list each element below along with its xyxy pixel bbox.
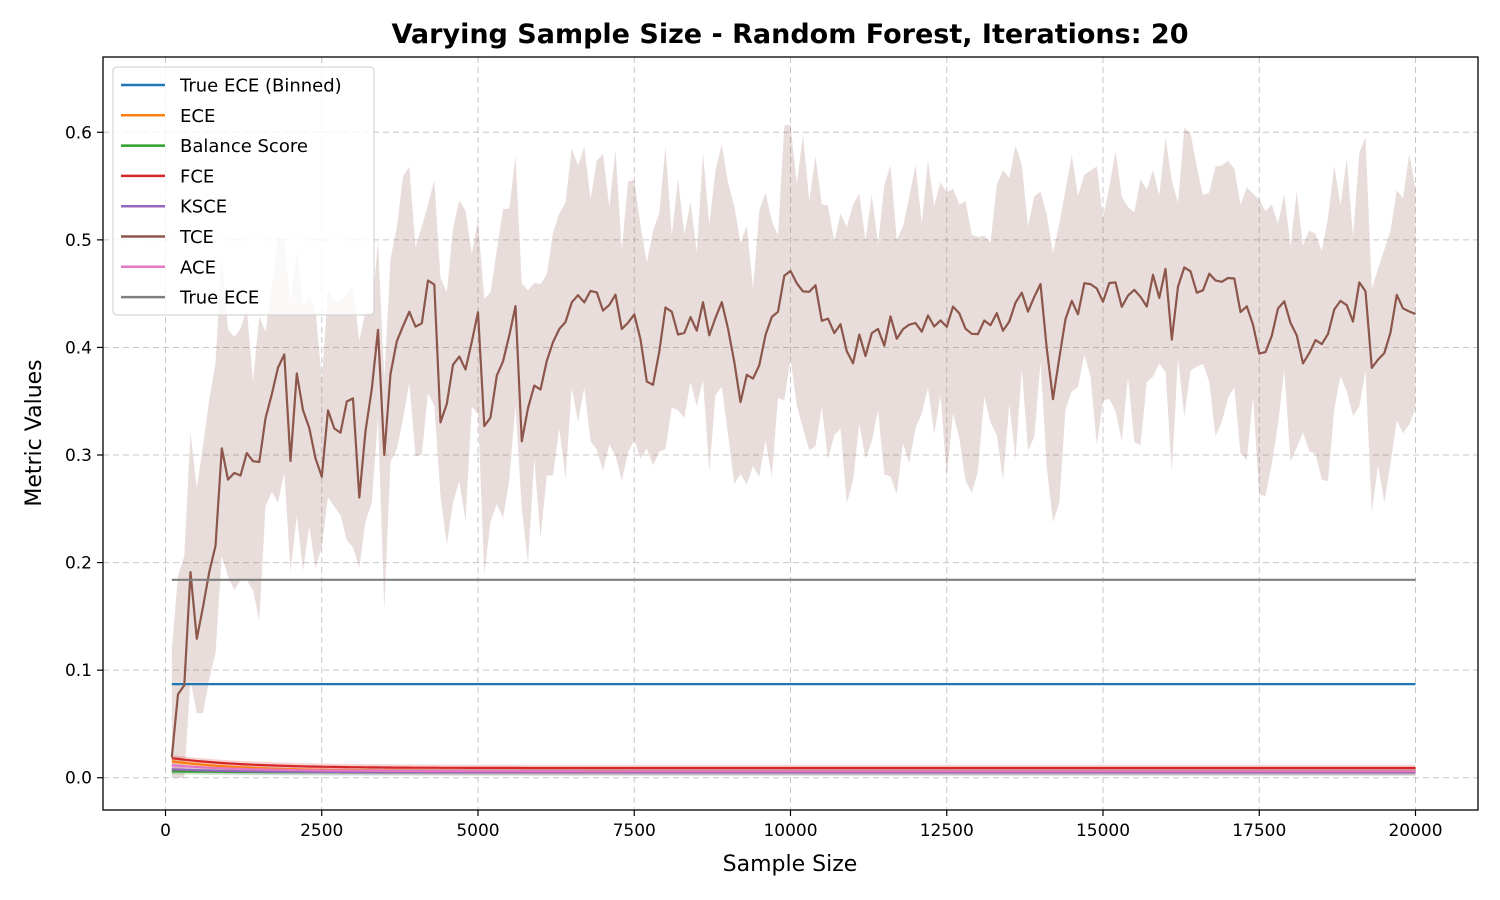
legend-label: ECE [180,106,215,127]
x-tick-label: 5000 [456,821,499,841]
legend-label: KSCE [180,197,227,218]
x-tick-label: 10000 [763,821,817,841]
series-line-ace [171,764,1416,773]
series-line-tce [170,266,1416,758]
legend-label: True ECE (Binned) [179,76,342,97]
y-axis-label: Metric Values [22,359,47,506]
series-line-fce [171,757,1416,770]
y-tick-label: 0.4 [65,338,92,358]
x-axis-ticks: 0 2500 5000 7500 10000 12500 15000 17500 20000 [160,810,1443,841]
y-axis-ticks: 0.0 0.1 0.2 0.3 0.4 0.5 0.6 [65,123,103,789]
y-tick-label: 0.0 [65,769,92,789]
legend-box [112,66,375,316]
x-tick-label: 17500 [1232,821,1286,841]
legend-label: Balance Score [180,136,308,157]
x-tick-label: 0 [160,821,171,841]
y-tick-label: 0.5 [65,231,92,251]
x-tick-label: 15000 [1076,821,1130,841]
y-tick-label: 0.2 [65,554,92,574]
series-layer [170,266,1416,774]
legend-items: True ECE (Binned) ECE Balance Score FCE KSCE… [121,76,342,309]
y-tick-label: 0.3 [65,446,92,466]
x-tick-label: 20000 [1388,821,1442,841]
x-tick-label: 12500 [920,821,974,841]
x-axis-label: Sample Size [723,852,858,877]
legend: True ECE (Binned) ECE Balance Score FCE KSCE… [112,66,375,316]
x-tick-label: 7500 [613,821,656,841]
legend-label: True ECE [179,288,259,309]
legend-label: ACE [180,257,216,278]
x-tick-label: 2500 [300,821,343,841]
legend-label: TCE [179,227,214,248]
chart-title: Varying Sample Size - Random Forest, Ite… [392,19,1189,50]
tce-confidence-band [171,124,1416,778]
legend-label: FCE [180,166,214,187]
y-tick-label: 0.6 [65,123,92,143]
y-tick-label: 0.1 [65,661,92,681]
